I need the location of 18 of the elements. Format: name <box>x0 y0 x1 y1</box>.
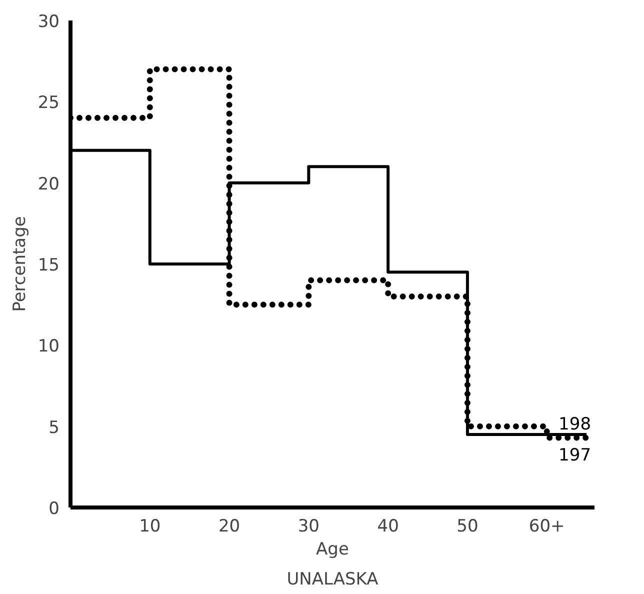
y-tick-label: 0 <box>48 499 60 519</box>
y-tick-label: 15 <box>38 256 60 276</box>
x-tick-label: 10 <box>139 516 161 536</box>
x-tick-label: 40 <box>377 516 399 536</box>
x-tick-label: 60+ <box>528 516 565 536</box>
series-label: 197 <box>558 445 592 466</box>
y-tick-label: 10 <box>38 336 60 357</box>
y-tick-label: 5 <box>48 418 60 438</box>
text: UNALASKA <box>286 570 379 590</box>
series-label: 198 <box>558 414 592 435</box>
y-axis-title: Percentage <box>10 216 30 312</box>
y-tick-label: 25 <box>38 93 60 114</box>
y-tick-label: 30 <box>38 12 60 32</box>
x-tick-label: 50 <box>456 516 478 536</box>
x-axis-title: Age <box>316 540 349 560</box>
y-tick-label: 20 <box>38 174 60 194</box>
x-tick-label: 20 <box>218 516 240 536</box>
x-tick-label: 30 <box>298 516 320 536</box>
